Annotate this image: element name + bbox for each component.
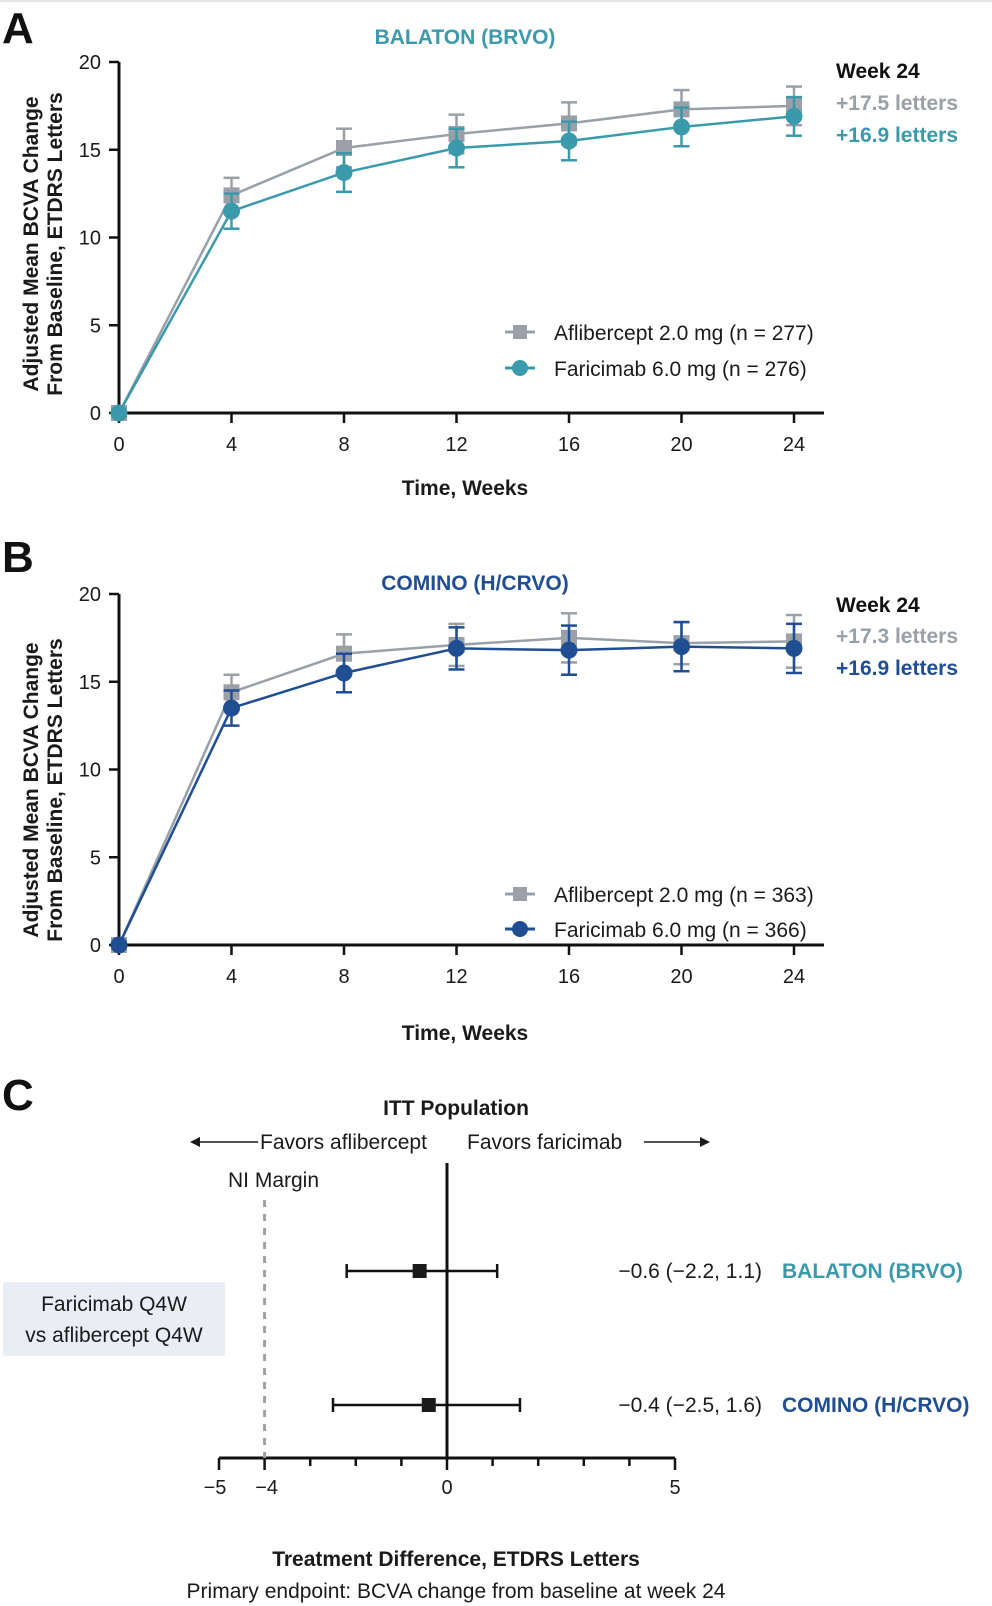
- ni-margin-label: NI Margin: [228, 1169, 319, 1192]
- plot-area-a: 0 5 10 15 20 0 4 8 12 16 20 24: [79, 52, 824, 456]
- top-divider: [0, 0, 992, 2]
- study-label: COMINO (H/CRVO): [782, 1394, 969, 1417]
- arrow-left-icon: [190, 1137, 200, 1147]
- week24-title-a: Week 24: [836, 60, 920, 83]
- x-axis-title-a: Time, Weeks: [402, 477, 528, 500]
- x-tick-label: 8: [338, 434, 349, 456]
- data-point-faricimab: [223, 202, 240, 220]
- forest-x-tick-label: −5: [204, 1477, 227, 1499]
- x-tick-label: 16: [558, 966, 580, 988]
- panel-a: A BALATON (BRVO) Adjusted Mean BCVA Chan…: [2, 4, 958, 500]
- x-tick-label: 24: [783, 434, 805, 456]
- panel-letter-b: B: [2, 533, 34, 582]
- footnote-primary-endpoint: Primary endpoint: BCVA change from basel…: [187, 1580, 726, 1603]
- x-tick-label: 12: [445, 966, 467, 988]
- forest-title: ITT Population: [383, 1097, 529, 1120]
- legend-circle-marker-b: [512, 921, 528, 937]
- forest-x-tick-label: −4: [255, 1477, 278, 1499]
- data-point-faricimab: [335, 664, 353, 682]
- study-label: BALATON (BRVO): [782, 1260, 963, 1283]
- y-tick-label: 0: [90, 935, 101, 957]
- panel-b: B COMINO (H/CRVO) Adjusted Mean BCVA Cha…: [2, 533, 958, 1045]
- estimate-ci-label: −0.4 (−2.5, 1.6): [618, 1394, 762, 1417]
- legend-square-marker-b: [513, 887, 527, 901]
- data-point-faricimab: [673, 118, 690, 136]
- x-tick-label: 0: [113, 966, 124, 988]
- y-axis-label-line2-a: From Baseline, ETDRS Letters: [44, 92, 67, 395]
- data-point-faricimab: [335, 164, 353, 182]
- point-estimate-marker: [412, 1264, 427, 1278]
- favors-faricimab-label: Favors faricimab: [467, 1131, 622, 1154]
- week24-aflibercept-value-b: +17.3 letters: [836, 625, 958, 648]
- legend-label-faricimab-a: Faricimab 6.0 mg (n = 276): [554, 358, 807, 381]
- x-tick-label: 16: [558, 434, 580, 456]
- forest-x-axis-title: Treatment Difference, ETDRS Letters: [272, 1548, 640, 1571]
- panel-letter-a: A: [2, 4, 34, 53]
- week24-title-b: Week 24: [836, 594, 920, 617]
- x-tick-label: 12: [445, 434, 467, 456]
- favors-aflibercept-label: Favors aflibercept: [260, 1131, 427, 1154]
- y-tick-label: 15: [79, 140, 101, 162]
- x-tick-label: 20: [670, 434, 692, 456]
- comparison-label-box: [3, 1282, 225, 1356]
- legend-label-aflibercept-b: Aflibercept 2.0 mg (n = 363): [554, 884, 814, 907]
- forest-x-tick-label: 5: [669, 1477, 680, 1499]
- y-axis-label-line1-a: Adjusted Mean BCVA Change: [20, 96, 43, 391]
- legend-square-marker-a: [513, 325, 527, 339]
- y-axis-label-line2-b: From Baseline, ETDRS Letters: [44, 638, 67, 941]
- week24-faricimab-value-a: +16.9 letters: [836, 124, 958, 147]
- x-tick-label: 4: [226, 966, 237, 988]
- arrow-right-icon: [700, 1137, 710, 1147]
- data-point-faricimab: [110, 936, 128, 954]
- y-tick-label: 5: [90, 315, 101, 337]
- x-tick-label: 0: [113, 434, 124, 456]
- y-tick-label: 5: [90, 847, 101, 869]
- x-tick-label: 20: [670, 966, 692, 988]
- data-point-faricimab: [560, 641, 578, 659]
- x-tick-label: 8: [338, 966, 349, 988]
- y-tick-label: 10: [79, 760, 101, 782]
- data-point-faricimab: [560, 132, 578, 150]
- panel-c: C ITT Population Favors aflibercept Favo…: [2, 1071, 969, 1603]
- x-tick-label: 4: [226, 434, 237, 456]
- legend-label-aflibercept-a: Aflibercept 2.0 mg (n = 277): [554, 322, 814, 345]
- data-point-faricimab: [448, 139, 465, 157]
- x-tick-label: 24: [783, 966, 805, 988]
- forest-plot-area: −5 −4 0 5 −0.6 (−2.2, 1.1) BALATON (BRVO) −0.4…: [204, 1163, 969, 1499]
- comparison-label: Faricimab Q4W vs aflibercept Q4W: [3, 1289, 225, 1351]
- y-tick-label: 0: [90, 403, 101, 425]
- chart-title-b: COMINO (H/CRVO): [381, 572, 568, 595]
- panel-letter-c: C: [2, 1071, 34, 1120]
- y-tick-label: 10: [79, 228, 101, 250]
- week24-aflibercept-value-a: +17.5 letters: [836, 92, 958, 115]
- legend-circle-marker-a: [512, 360, 528, 376]
- chart-title-a: BALATON (BRVO): [375, 26, 556, 49]
- data-point-aflibercept: [336, 139, 352, 156]
- x-axis-title-b: Time, Weeks: [402, 1022, 528, 1045]
- data-point-faricimab: [785, 639, 803, 657]
- comparison-label-line1: Faricimab Q4W: [41, 1293, 187, 1316]
- data-point-faricimab: [785, 107, 803, 125]
- legend-label-faricimab-b: Faricimab 6.0 mg (n = 366): [554, 919, 807, 942]
- estimate-ci-label: −0.6 (−2.2, 1.1): [618, 1260, 762, 1283]
- point-estimate-marker: [421, 1398, 436, 1412]
- week24-faricimab-value-b: +16.9 letters: [836, 657, 958, 680]
- data-point-faricimab: [673, 638, 690, 656]
- plot-area-b: 0 5 10 15 20 0 4 8 12 16 20 24: [79, 584, 824, 988]
- y-tick-label: 20: [79, 584, 101, 606]
- data-point-faricimab: [448, 639, 465, 657]
- y-tick-label: 20: [79, 52, 101, 74]
- comparison-label-line2: vs aflibercept Q4W: [25, 1324, 203, 1347]
- y-axis-label-line1-b: Adjusted Mean BCVA Change: [20, 642, 43, 937]
- y-tick-label: 15: [79, 672, 101, 694]
- legend-b: Aflibercept 2.0 mg (n = 363) Faricimab 6…: [505, 884, 814, 942]
- forest-x-tick-label: 0: [441, 1477, 452, 1499]
- data-point-faricimab: [223, 699, 240, 717]
- data-point-faricimab: [110, 404, 128, 422]
- legend-a: Aflibercept 2.0 mg (n = 277) Faricimab 6…: [505, 322, 814, 381]
